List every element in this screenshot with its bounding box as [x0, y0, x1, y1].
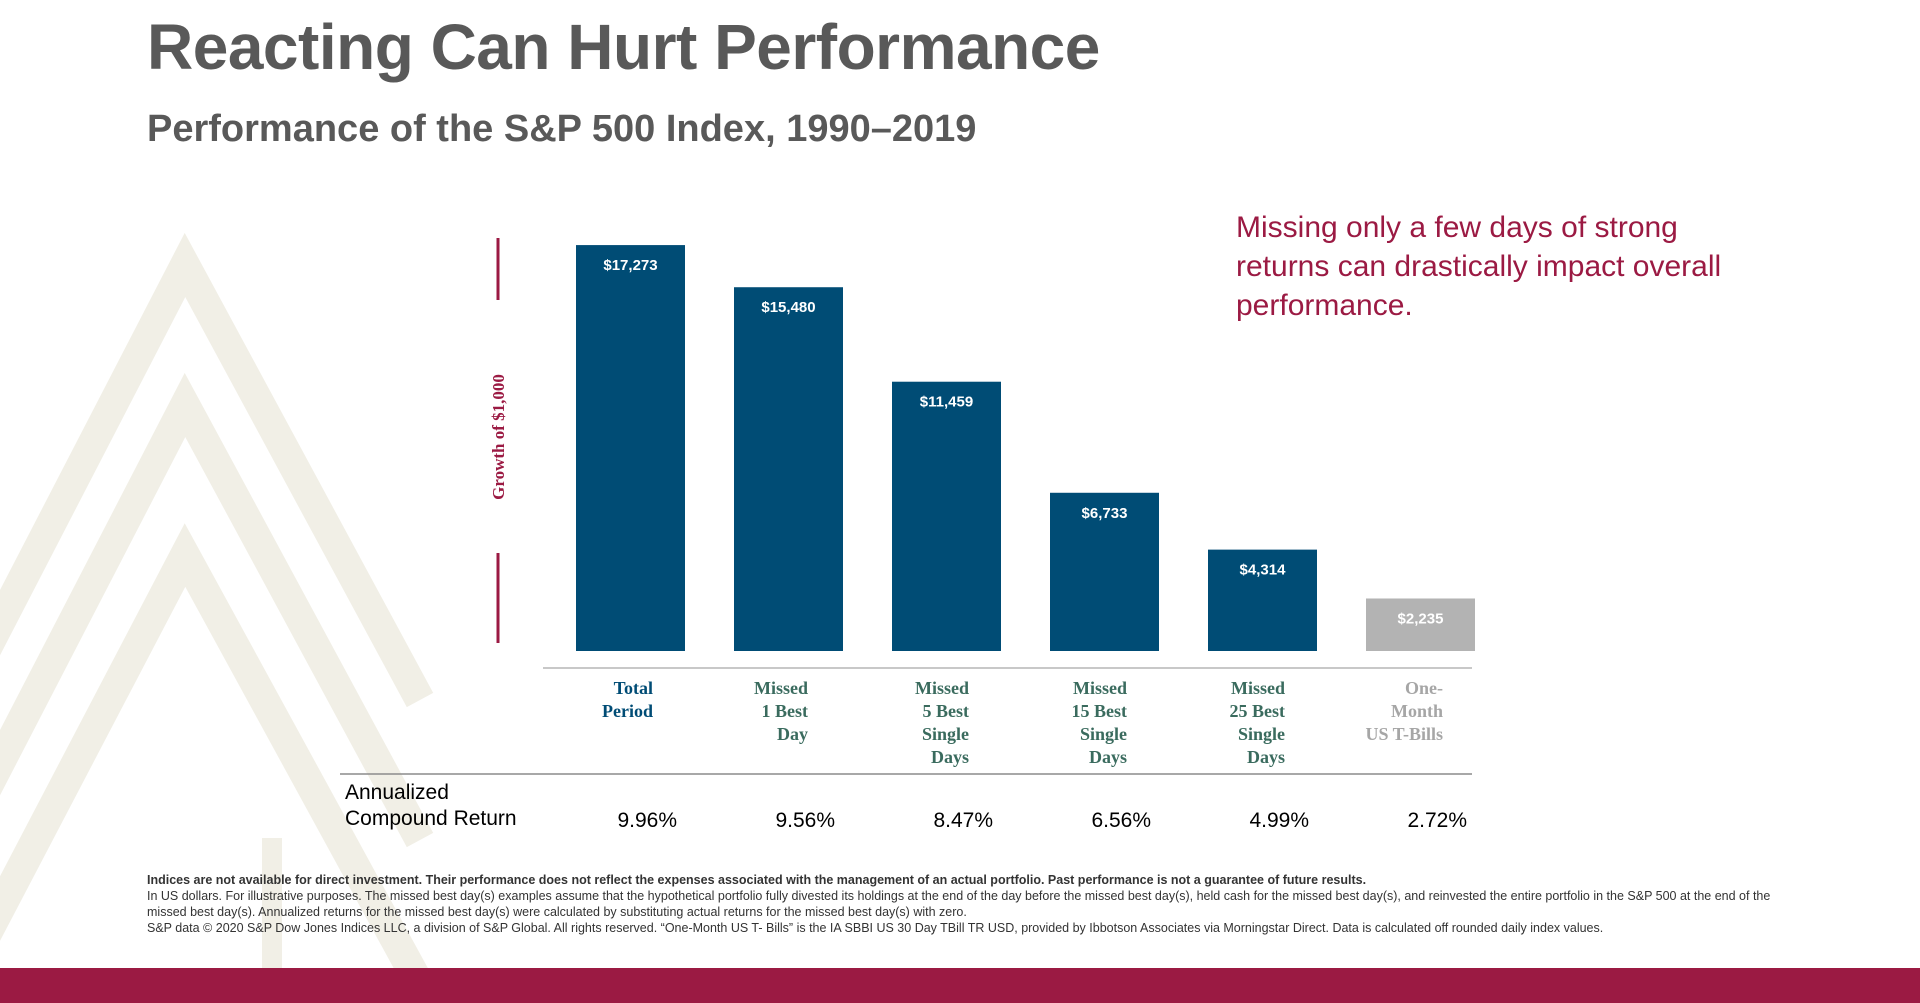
category-label: Missed	[754, 678, 808, 698]
category-label: Period	[602, 701, 653, 721]
annualized-return-row-label: Annualized Compound Return	[345, 780, 517, 832]
category-label: Missed	[1231, 678, 1285, 698]
bar-value-label: $17,273	[603, 257, 657, 274]
annualized-return-value: 9.96%	[617, 809, 677, 832]
row-label-line-1: Annualized	[345, 781, 449, 804]
bar	[576, 245, 685, 651]
category-label: Month	[1391, 701, 1443, 721]
bar	[892, 381, 1001, 651]
bar	[734, 287, 843, 651]
annualized-return-value: 4.99%	[1249, 809, 1309, 832]
category-label: Single	[1080, 724, 1127, 744]
category-label: 25 Best	[1230, 701, 1286, 721]
category-label: Day	[777, 724, 808, 744]
footnote-methodology: In US dollars. For illustrative purposes…	[147, 889, 1771, 919]
footer-bar	[0, 968, 1920, 1003]
bar-value-label: $15,480	[761, 299, 815, 316]
category-label: US T-Bills	[1365, 724, 1443, 744]
annualized-return-value: 8.47%	[933, 809, 993, 832]
annualized-return-value: 9.56%	[775, 809, 835, 832]
category-label: Missed	[1073, 678, 1127, 698]
category-label: One-	[1405, 678, 1443, 698]
bar	[1208, 549, 1317, 651]
bar-value-label: $11,459	[920, 394, 973, 411]
category-label: Single	[1238, 724, 1285, 744]
category-label: Days	[931, 747, 969, 767]
category-label: Total	[614, 678, 653, 698]
category-label: Single	[922, 724, 969, 744]
footnote-disclaimer: Indices are not available for direct inv…	[147, 873, 1367, 887]
bar-value-label: $6,733	[1082, 505, 1128, 522]
y-axis-label: Growth of $1,000	[489, 374, 508, 500]
category-label: Days	[1247, 747, 1285, 767]
category-label: Missed	[915, 678, 969, 698]
callout-text: Missing only a few days of strong return…	[1236, 211, 1722, 322]
page-title: Reacting Can Hurt Performance	[147, 11, 1100, 83]
category-label: 15 Best	[1072, 701, 1128, 721]
footnote-data-source: S&P data © 2020 S&P Dow Jones Indices LL…	[147, 921, 1604, 935]
footnotes: Indices are not available for direct inv…	[147, 872, 1787, 936]
bar-value-label: $2,235	[1398, 610, 1444, 627]
category-label: 1 Best	[762, 701, 809, 721]
row-label-line-2: Compound Return	[345, 807, 517, 830]
annualized-return-value: 2.72%	[1407, 809, 1467, 832]
bar	[1366, 598, 1475, 651]
category-label: 5 Best	[923, 701, 970, 721]
bar-value-label: $4,314	[1240, 562, 1287, 579]
category-label: Days	[1089, 747, 1127, 767]
bar	[1050, 492, 1159, 651]
page-subtitle: Performance of the S&P 500 Index, 1990–2…	[147, 108, 977, 150]
annualized-return-value: 6.56%	[1091, 809, 1151, 832]
